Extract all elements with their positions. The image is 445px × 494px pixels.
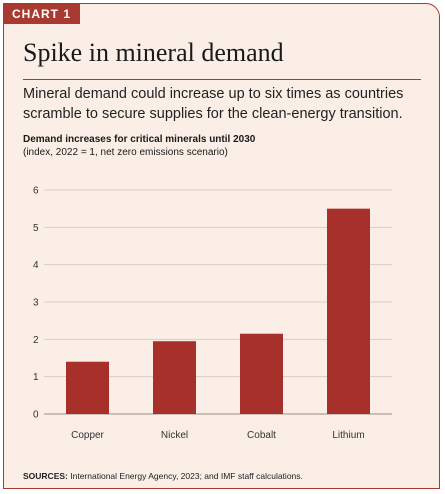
bar-nickel [153, 341, 196, 414]
source-label: SOURCES: [23, 471, 68, 481]
x-tick-label: Nickel [161, 430, 188, 441]
x-tick-label: Lithium [332, 430, 364, 441]
headline-divider [23, 79, 421, 80]
chart-number-tag: CHART 1 [4, 4, 81, 24]
subtitle: Mineral demand could increase up to six … [23, 86, 404, 122]
y-tick-label: 3 [33, 298, 39, 309]
chart-note: (index, 2022 = 1, net zero emissions sce… [23, 147, 228, 158]
bar-chart: 0 1 2 3 4 5 6 Copper Nickel Cobalt Lithium [33, 186, 392, 441]
source-note: SOURCES: International Energy Agency, 20… [23, 471, 303, 481]
y-tick-label: 5 [33, 223, 39, 234]
x-tick-label: Cobalt [247, 430, 276, 441]
bar-copper [66, 361, 109, 414]
y-tick-label: 6 [33, 186, 39, 197]
y-tick-label: 2 [33, 335, 39, 346]
chart-title: Demand increases for critical minerals u… [23, 134, 256, 145]
headline: Spike in mineral demand [23, 38, 284, 67]
x-tick-label: Copper [71, 430, 104, 441]
y-tick-label: 4 [33, 260, 39, 271]
y-tick-label: 0 [33, 410, 39, 421]
y-tick-label: 1 [33, 372, 39, 383]
bar-cobalt [240, 333, 283, 414]
chart-card: CHART 1 Spike in mineral demand Mineral … [3, 3, 440, 489]
source-text: International Energy Agency, 2023; and I… [70, 471, 303, 481]
bar-lithium [327, 208, 370, 414]
